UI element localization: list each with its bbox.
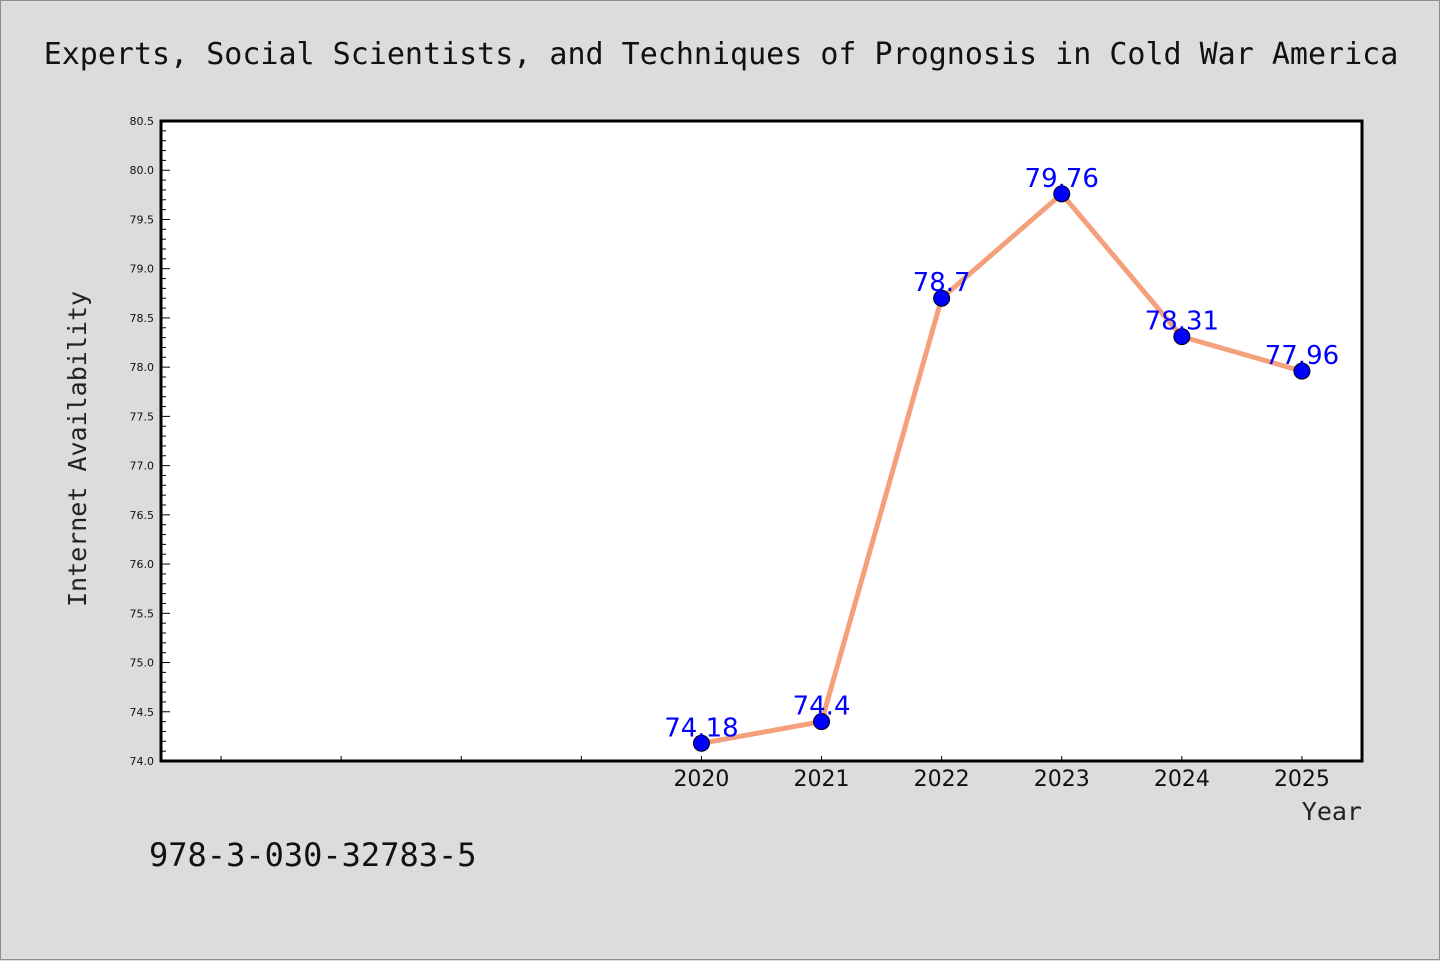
y-tick-label: 77.5	[130, 410, 155, 423]
y-axis: 74.0 74.5 75.0 75.5 76.0 76.5 77.0 77.5 78.0 78.5…	[130, 115, 170, 768]
plot-area	[159, 119, 1364, 763]
data-label: 78.7	[913, 268, 971, 298]
data-point	[813, 713, 831, 731]
y-tick-label: 75.5	[130, 607, 155, 620]
x-tick-label: 2020	[673, 767, 729, 792]
y-tick-label: 75.0	[130, 657, 155, 670]
y-tick-label: 74.5	[130, 706, 155, 719]
y-tick-label: 80.5	[130, 115, 155, 128]
y-tick-label: 77.0	[130, 460, 155, 473]
x-tick-label: 2022	[914, 767, 970, 792]
data-series: 74.18 74.4 78.7 79.76 78.31 77.96	[664, 164, 1339, 752]
data-point	[1293, 362, 1311, 380]
x-tick-label: 2023	[1034, 767, 1090, 792]
y-tick-label: 76.0	[130, 558, 155, 571]
x-tick-label: 2021	[794, 767, 850, 792]
y-tick-label: 79.0	[130, 263, 155, 276]
y-tick-label: 76.5	[130, 509, 155, 522]
x-axis-title: Year	[1302, 797, 1362, 826]
data-label: 74.4	[793, 692, 851, 722]
series-line	[698, 191, 1305, 746]
data-point	[692, 734, 710, 752]
x-tick-label: 2024	[1154, 767, 1210, 792]
data-point	[933, 289, 951, 307]
y-tick-label: 80.0	[130, 164, 155, 177]
y-tick-label: 79.5	[130, 213, 155, 226]
data-label: 79.76	[1025, 164, 1099, 194]
y-tick-label: 78.5	[130, 312, 155, 325]
x-axis: 2020 2021 2022 2023 2024 2025	[220, 756, 1330, 792]
data-label: 78.31	[1145, 307, 1219, 337]
data-label: 74.18	[664, 713, 738, 743]
data-point	[1053, 185, 1071, 203]
chart-title: Experts, Social Scientists, and Techniqu…	[44, 37, 1399, 72]
y-tick-label: 78.0	[130, 361, 155, 374]
data-label: 77.96	[1265, 341, 1339, 371]
y-tick-label: 74.0	[130, 755, 155, 768]
y-axis-title: Internet Availability	[63, 291, 92, 607]
x-tick-label: 2025	[1274, 767, 1330, 792]
isbn-text: 978-3-030-32783-5	[149, 836, 477, 874]
data-point	[1173, 328, 1191, 346]
